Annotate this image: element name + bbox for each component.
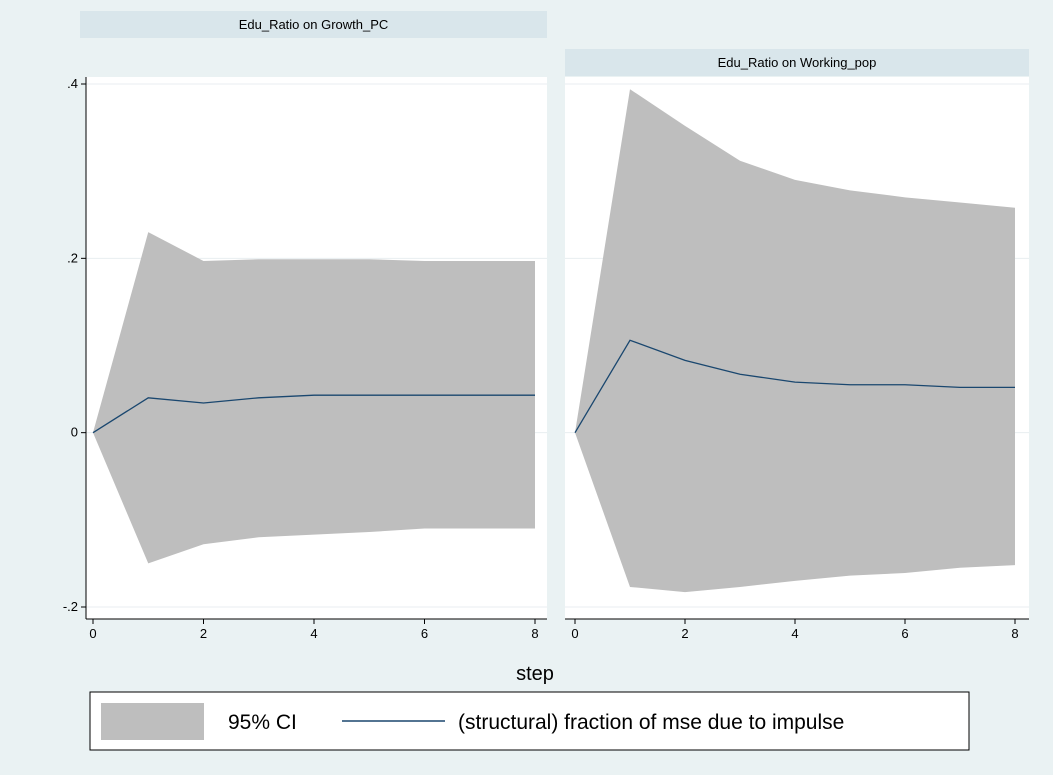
x-tick-label: 4 <box>310 626 317 641</box>
panel-title-bar <box>565 49 1029 76</box>
x-tick-label: 0 <box>89 626 96 641</box>
x-tick-label: 6 <box>901 626 908 641</box>
panels-group: Edu_Ratio on Growth_PC-.20.2.40 2 4 6 8Edu_R… <box>63 11 1029 641</box>
panel-title: Edu_Ratio on Growth_PC <box>239 17 389 32</box>
legend: 95% CI (structural) fraction of mse due … <box>89 691 970 751</box>
x-tick-label: 4 <box>791 626 798 641</box>
y-tick-label: .4 <box>67 76 78 91</box>
y-tick-label: 0 <box>71 425 78 440</box>
x-tick-label: 8 <box>1011 626 1018 641</box>
x-tick-label: 8 <box>531 626 538 641</box>
panel-2: Edu_Ratio on Working_pop 0 2 4 6 8 <box>565 49 1029 641</box>
x-tick-label: 2 <box>200 626 207 641</box>
panel-title: Edu_Ratio on Working_pop <box>718 55 877 70</box>
legend-line-label: (structural) fraction of mse due to impu… <box>458 711 844 734</box>
ci-band <box>575 89 1015 593</box>
legend-ci-swatch <box>101 703 204 740</box>
y-tick-label: -.2 <box>63 599 78 614</box>
panel-title-bar <box>80 11 547 38</box>
x-tick-label: 0 <box>571 626 578 641</box>
panel-1: Edu_Ratio on Growth_PC -.2 0 .2 .4 0 2 4 6 8 <box>63 11 547 641</box>
legend-ci-label: 95% CI <box>228 711 297 734</box>
x-tick-label: 6 <box>421 626 428 641</box>
fraction-line <box>574 339 1015 433</box>
x-axis-label: step <box>516 663 554 685</box>
y-tick-label: .2 <box>67 250 78 265</box>
x-tick-label: 2 <box>681 626 688 641</box>
legend-box <box>89 691 970 751</box>
fraction-line <box>92 394 535 434</box>
ci-band <box>93 232 535 564</box>
